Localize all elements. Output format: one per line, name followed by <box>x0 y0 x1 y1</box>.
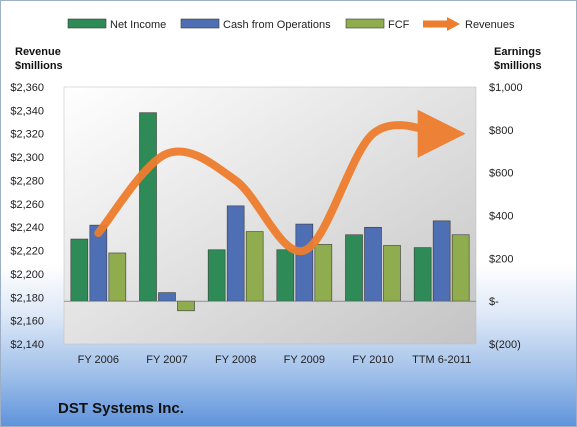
bar-fcf-2 <box>245 231 264 302</box>
bar-net-income-3 <box>276 249 295 302</box>
bar-fcf-5 <box>451 234 470 302</box>
right-axis-title-line2: $millions <box>494 60 542 72</box>
left-tick-label: $2,180 <box>10 292 44 304</box>
x-tick-label: FY 2006 <box>78 354 119 366</box>
legend-swatch-fcf <box>345 18 385 29</box>
legend-label-cash-from-operations: Cash from Operations <box>223 19 331 31</box>
legend-label-fcf: FCF <box>388 19 410 31</box>
left-tick-label: $2,260 <box>10 199 44 211</box>
right-tick-label: $200 <box>489 253 513 265</box>
legend-label-revenues: Revenues <box>465 19 515 31</box>
x-tick-label: FY 2008 <box>215 354 256 366</box>
right-tick-label: $800 <box>489 125 513 137</box>
right-axis-title-line1: Earnings <box>494 46 541 58</box>
bar-net-income-0 <box>70 238 89 302</box>
bar-layer <box>70 112 470 312</box>
left-axis-title-line2: $millions <box>15 60 63 72</box>
bar-cash-from-operations-2 <box>226 205 245 302</box>
right-tick-label: $- <box>489 296 499 308</box>
bar-cash-from-operations-5 <box>432 220 451 302</box>
bar-net-income-2 <box>207 249 226 302</box>
bar-net-income-4 <box>345 234 363 302</box>
x-axis-ticks: FY 2006 FY 2007 FY 2008 FY 2009 FY 2010 TTM 6… <box>78 354 472 366</box>
left-axis-ticks: $2,140 $2,160 $2,180 $2,200 $2,220 $2,240 $2,2… <box>10 82 44 351</box>
bar-fcf-4 <box>383 245 401 302</box>
right-tick-label: $(200) <box>489 339 521 351</box>
bar-cash-from-operations-3 <box>295 223 314 302</box>
left-tick-label: $2,340 <box>10 105 44 117</box>
right-axis-ticks: $(200) $- $200 $400 $600 $800 $1,000 <box>489 82 523 351</box>
left-tick-label: $2,360 <box>10 82 44 94</box>
x-tick-label: FY 2009 <box>284 354 325 366</box>
legend: Net Income Cash from Operations FCF Revenue… <box>67 17 515 31</box>
bar-net-income-1 <box>139 112 157 302</box>
left-axis-title-line1: Revenue <box>15 46 61 58</box>
legend-label-net-income: Net Income <box>110 19 166 31</box>
bar-cash-from-operations-1 <box>158 292 176 302</box>
left-tick-label: $2,320 <box>10 129 44 141</box>
left-tick-label: $2,300 <box>10 152 44 164</box>
revenues-line <box>94 109 466 256</box>
left-tick-label: $2,160 <box>10 316 44 328</box>
right-tick-label: $600 <box>489 168 513 180</box>
legend-swatch-net-income <box>67 18 107 29</box>
x-tick-label: FY 2007 <box>146 354 187 366</box>
legend-arrow-revenues <box>447 17 460 31</box>
bar-fcf-3 <box>314 244 333 302</box>
legend-swatch-cash-from-operations <box>180 18 220 29</box>
x-tick-label: FY 2010 <box>352 354 393 366</box>
x-tick-label: TTM 6-2011 <box>412 354 471 366</box>
bar-fcf-0 <box>108 252 127 302</box>
right-tick-label: $1,000 <box>489 82 523 94</box>
right-tick-label: $400 <box>489 211 513 223</box>
left-tick-label: $2,200 <box>10 269 44 281</box>
bar-net-income-5 <box>413 247 432 302</box>
left-tick-label: $2,140 <box>10 339 44 351</box>
left-tick-label: $2,220 <box>10 246 44 258</box>
left-tick-label: $2,280 <box>10 175 44 187</box>
chart-title: DST Systems Inc. <box>58 400 184 417</box>
left-tick-label: $2,240 <box>10 222 44 234</box>
bar-fcf-1 <box>177 300 195 312</box>
bar-cash-from-operations-4 <box>364 226 382 302</box>
